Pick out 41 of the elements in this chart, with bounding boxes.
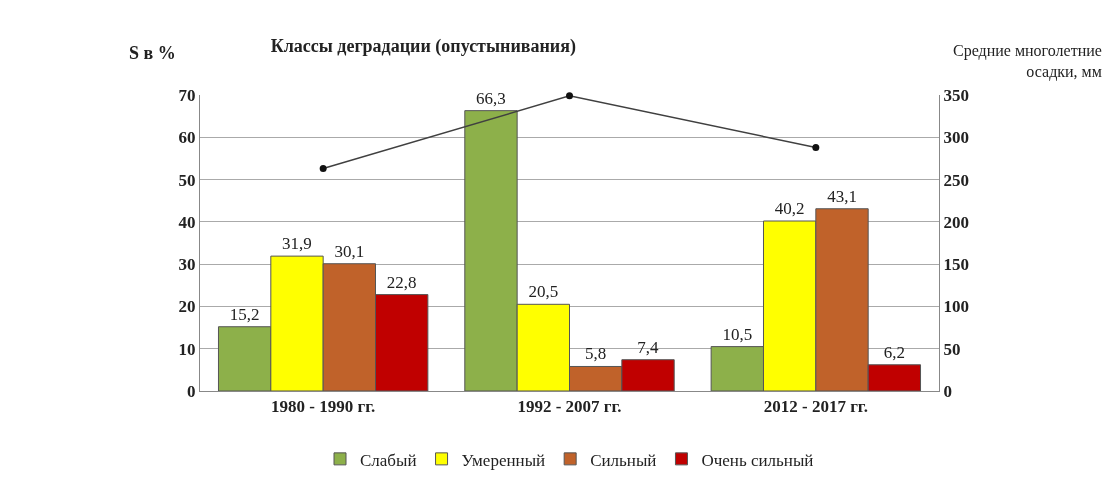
chart-title: Классы деградации (опустынивания) (270, 36, 576, 58)
data-label: 7,4 (637, 337, 659, 357)
y-tick-label: 60 (178, 128, 196, 148)
y-tick-label: 20 (178, 297, 196, 317)
data-label: 40,2 (774, 199, 805, 219)
point (812, 143, 820, 151)
y-axis-title: S в % (129, 43, 176, 63)
y-tick-label: 30 (178, 255, 196, 275)
data-label: 15,2 (229, 304, 260, 324)
data-label: 6,2 (883, 342, 905, 362)
y2-tick-label: 350 (943, 85, 969, 105)
legend-label: Слабый (360, 450, 417, 470)
y2-tick-label: 150 (943, 255, 969, 275)
y-tick-label: 50 (178, 170, 196, 190)
y2-axis-title: Средние многолетние осадки, мм (953, 42, 1102, 81)
y2-tick-label: 300 (943, 128, 969, 148)
y-tick-label: 0 (187, 381, 196, 401)
data-label: 10,5 (722, 324, 753, 344)
data-label: 20,5 (528, 282, 559, 302)
data-label: 5,8 (585, 344, 607, 364)
y2-tick-label: 50 (943, 339, 961, 359)
point (319, 165, 327, 173)
x-tick-label: 1980 - 1990 гг. (271, 397, 376, 417)
x-tick-label: 1992 - 2007 гг. (517, 397, 622, 417)
y2-tick-label: 250 (943, 170, 969, 190)
y2-tick-label: 0 (943, 381, 952, 401)
data-label: 22,8 (386, 272, 417, 292)
data-label: 30,1 (334, 241, 365, 261)
legend-label: Сильный (590, 450, 657, 470)
y-tick-label: 40 (178, 212, 196, 232)
legend-label: Очень сильный (701, 450, 814, 470)
y-tick-label: 70 (178, 85, 196, 105)
y-tick-label: 10 (178, 339, 196, 359)
x-tick-label: 2012 - 2017 гг. (763, 397, 868, 417)
data-label: 31,9 (282, 234, 312, 254)
legend-label: Умеренный (461, 450, 546, 470)
data-label: 66,3 (476, 88, 506, 108)
y2-tick-label: 200 (943, 212, 969, 232)
data-label: 43,1 (827, 186, 857, 206)
point (566, 92, 573, 100)
y2-tick-label: 100 (943, 297, 969, 317)
